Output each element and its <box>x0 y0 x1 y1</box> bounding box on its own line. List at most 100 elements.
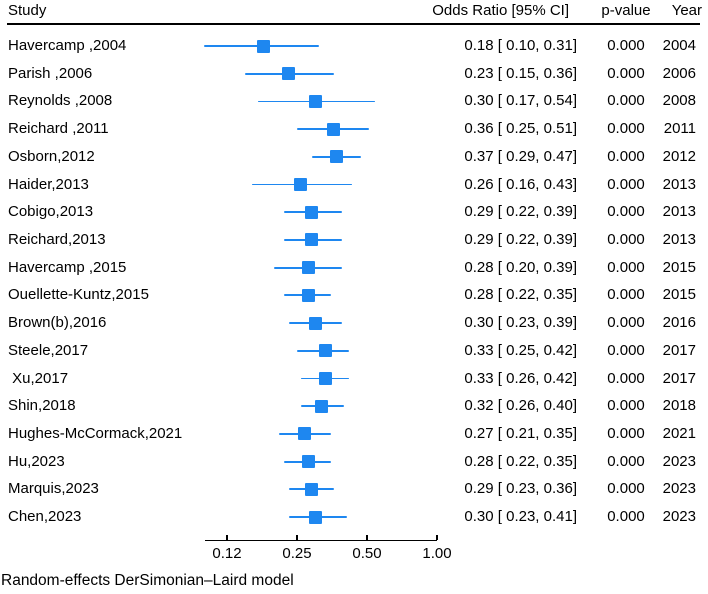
study-label: Cobigo,2013 <box>8 203 94 221</box>
study-label: Parish ,2006 <box>8 64 93 82</box>
x-axis-tick <box>366 535 368 540</box>
point-estimate-marker <box>301 455 315 469</box>
point-estimate-marker <box>327 122 341 136</box>
column-header-year: Year <box>671 2 702 19</box>
point-estimate-marker <box>318 372 332 386</box>
x-axis-tick-label: 0.50 <box>352 545 382 562</box>
odds-ratio-value: 0.32 [ 0.26, 0.40] <box>464 397 577 415</box>
p-value: 0.000 <box>607 258 645 276</box>
x-axis-tick <box>296 535 298 540</box>
point-estimate-marker <box>257 39 271 53</box>
odds-ratio-value: 0.28 [ 0.22, 0.35] <box>464 452 577 470</box>
p-value: 0.000 <box>607 369 645 387</box>
p-value: 0.000 <box>607 508 645 526</box>
point-estimate-marker <box>315 399 329 413</box>
p-value: 0.000 <box>607 230 645 248</box>
study-label: Reichard,2013 <box>8 230 106 248</box>
point-estimate-marker <box>318 344 332 358</box>
study-label: Brown(b),2016 <box>8 314 107 332</box>
study-label: Reynolds ,2008 <box>8 92 113 110</box>
column-header-p-value: p-value <box>601 2 651 19</box>
study-label: Hu,2023 <box>8 452 65 470</box>
study-label: Steele,2017 <box>8 341 89 359</box>
year-value: 2021 <box>662 424 696 442</box>
column-header-odds-ratio: Odds Ratio [95% CI] <box>432 2 569 19</box>
odds-ratio-value: 0.33 [ 0.25, 0.42] <box>464 341 577 359</box>
year-value: 2012 <box>662 147 696 165</box>
year-value: 2008 <box>662 92 696 110</box>
study-label: Hughes-McCormack,2021 <box>8 424 183 442</box>
study-label: Havercamp ,2015 <box>8 258 127 276</box>
column-header-study: Study <box>8 2 47 19</box>
p-value: 0.000 <box>607 37 645 54</box>
x-axis-line <box>205 540 437 542</box>
odds-ratio-value: 0.30 [ 0.23, 0.41] <box>464 508 577 526</box>
p-value: 0.000 <box>607 147 645 165</box>
study-label: Osborn,2012 <box>8 147 95 165</box>
year-value: 2017 <box>662 341 696 359</box>
p-value: 0.000 <box>607 175 645 193</box>
x-axis-tick <box>226 535 228 540</box>
year-value: 2018 <box>662 397 696 415</box>
odds-ratio-value: 0.23 [ 0.15, 0.36] <box>464 64 577 82</box>
year-value: 2023 <box>662 508 696 526</box>
odds-ratio-value: 0.18 [ 0.10, 0.31] <box>464 37 577 54</box>
p-value: 0.000 <box>607 452 645 470</box>
year-value: 2015 <box>662 258 696 276</box>
odds-ratio-value: 0.26 [ 0.16, 0.43] <box>464 175 577 193</box>
study-label: Marquis,2023 <box>8 480 99 498</box>
study-label: Haider,2013 <box>8 175 89 193</box>
odds-ratio-value: 0.30 [ 0.17, 0.54] <box>464 92 577 110</box>
odds-ratio-value: 0.29 [ 0.23, 0.36] <box>464 480 577 498</box>
odds-ratio-value: 0.36 [ 0.25, 0.51] <box>464 120 577 138</box>
point-estimate-marker <box>301 261 315 275</box>
study-label: Xu,2017 <box>8 369 69 387</box>
odds-ratio-value: 0.27 [ 0.21, 0.35] <box>464 424 577 442</box>
point-estimate-marker <box>308 510 322 524</box>
study-label: Ouellette-Kuntz,2015 <box>8 286 149 304</box>
p-value: 0.000 <box>607 397 645 415</box>
odds-ratio-value: 0.28 [ 0.22, 0.35] <box>464 286 577 304</box>
point-estimate-marker <box>330 150 344 164</box>
point-estimate-marker <box>308 316 322 330</box>
odds-ratio-value: 0.30 [ 0.23, 0.39] <box>464 314 577 332</box>
point-estimate-marker <box>298 427 312 441</box>
year-value: 2015 <box>662 286 696 304</box>
point-estimate-marker <box>301 288 315 302</box>
header-separator-line <box>7 23 700 25</box>
p-value: 0.000 <box>607 480 645 498</box>
x-axis-tick-label: 0.12 <box>212 545 242 562</box>
x-axis-tick-label: 1.00 <box>422 545 452 562</box>
model-footnote: Random-effects DerSimonian–Laird model <box>1 572 294 589</box>
odds-ratio-value: 0.37 [ 0.29, 0.47] <box>464 147 577 165</box>
year-value: 2011 <box>663 120 696 138</box>
p-value: 0.000 <box>607 341 645 359</box>
year-value: 2017 <box>662 369 696 387</box>
p-value: 0.000 <box>607 64 645 82</box>
p-value: 0.000 <box>607 286 645 304</box>
year-value: 2023 <box>662 452 696 470</box>
x-axis-tick-label: 0.25 <box>282 545 312 562</box>
point-estimate-marker <box>305 233 319 247</box>
p-value: 0.000 <box>607 424 645 442</box>
p-value: 0.000 <box>607 120 645 138</box>
p-value: 0.000 <box>607 203 645 221</box>
year-value: 2006 <box>662 64 696 82</box>
point-estimate-marker <box>294 178 308 192</box>
study-label: Chen,2023 <box>8 508 82 526</box>
p-value: 0.000 <box>607 314 645 332</box>
study-label: Havercamp ,2004 <box>8 37 127 54</box>
year-value: 2016 <box>662 314 696 332</box>
p-value: 0.000 <box>607 92 645 110</box>
x-axis-tick <box>436 535 438 540</box>
odds-ratio-value: 0.29 [ 0.22, 0.39] <box>464 230 577 248</box>
point-estimate-marker <box>282 67 296 81</box>
study-label: Shin,2018 <box>8 397 76 415</box>
year-value: 2013 <box>662 203 696 221</box>
year-value: 2013 <box>662 230 696 248</box>
year-value: 2013 <box>662 175 696 193</box>
odds-ratio-value: 0.33 [ 0.26, 0.42] <box>464 369 577 387</box>
odds-ratio-value: 0.28 [ 0.20, 0.39] <box>464 258 577 276</box>
odds-ratio-value: 0.29 [ 0.22, 0.39] <box>464 203 577 221</box>
